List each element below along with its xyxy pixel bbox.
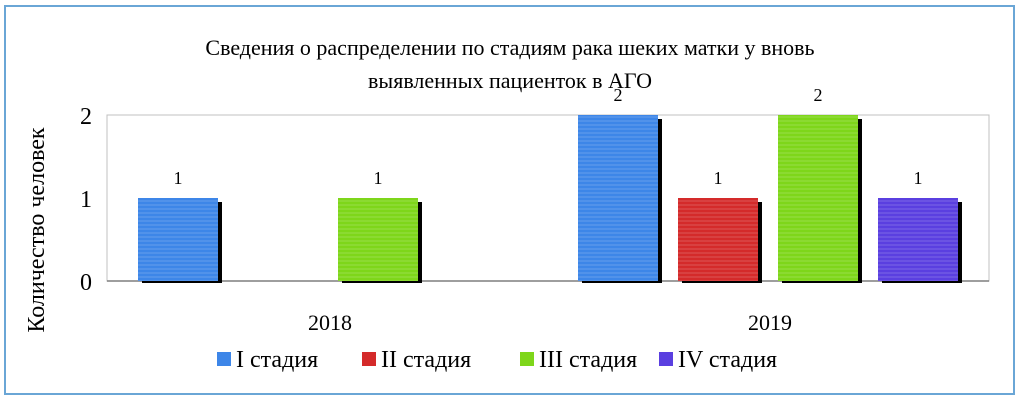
bar-texture-stage-3-2019 [778, 115, 858, 281]
legend: I стадия II стадия III стадия IV стадия [217, 347, 777, 373]
data-label-stage-3-2019: 2 [814, 85, 823, 105]
data-label-stage-1-2019: 2 [614, 85, 623, 105]
legend-label-stage-1: I стадия [236, 347, 318, 373]
legend-swatch-stage-1 [217, 352, 231, 366]
legend-label-stage-2: II стадия [381, 347, 471, 373]
bar-texture-stage-2-2019 [678, 198, 758, 281]
legend-swatch-stage-2 [362, 352, 376, 366]
bar-texture-stage-1-2018 [138, 198, 218, 281]
x-category-label-2018: 2018 [308, 310, 352, 335]
bar-texture-stage-3-2018 [338, 198, 418, 281]
data-label-stage-2-2019: 1 [714, 168, 723, 188]
chart-title-line-1: Сведения о распределении по стадиям рака… [205, 35, 814, 60]
x-category-label-2019: 2019 [748, 310, 792, 335]
legend-label-stage-4: IV стадия [678, 347, 777, 373]
data-label-stage-3-2018: 1 [374, 168, 383, 188]
bar-texture-stage-1-2019 [578, 115, 658, 281]
bar-texture-stage-4-2019 [878, 198, 958, 281]
bars-group: 1 2 1 1 2 1 [138, 85, 962, 283]
legend-label-stage-3: III стадия [539, 347, 637, 373]
y-tick-label-2: 2 [80, 104, 92, 130]
data-label-stage-1-2018: 1 [174, 168, 183, 188]
legend-swatch-stage-4 [659, 352, 673, 366]
y-axis-label: Количество человек [24, 127, 50, 332]
y-tick-label-0: 0 [80, 270, 92, 296]
chart-title-line-2: выявленных пациенток в АГО [368, 68, 652, 93]
y-tick-label-1: 1 [80, 187, 92, 213]
data-label-stage-4-2019: 1 [914, 168, 923, 188]
legend-swatch-stage-3 [520, 352, 534, 366]
